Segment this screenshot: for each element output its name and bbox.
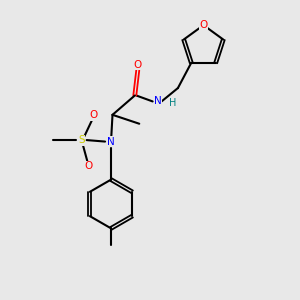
- Text: O: O: [85, 161, 93, 171]
- Text: O: O: [200, 20, 208, 30]
- Text: N: N: [107, 136, 115, 147]
- Text: S: S: [78, 135, 85, 145]
- Text: N: N: [154, 96, 162, 106]
- Text: O: O: [134, 60, 142, 70]
- Text: O: O: [89, 110, 97, 120]
- Text: H: H: [169, 98, 176, 108]
